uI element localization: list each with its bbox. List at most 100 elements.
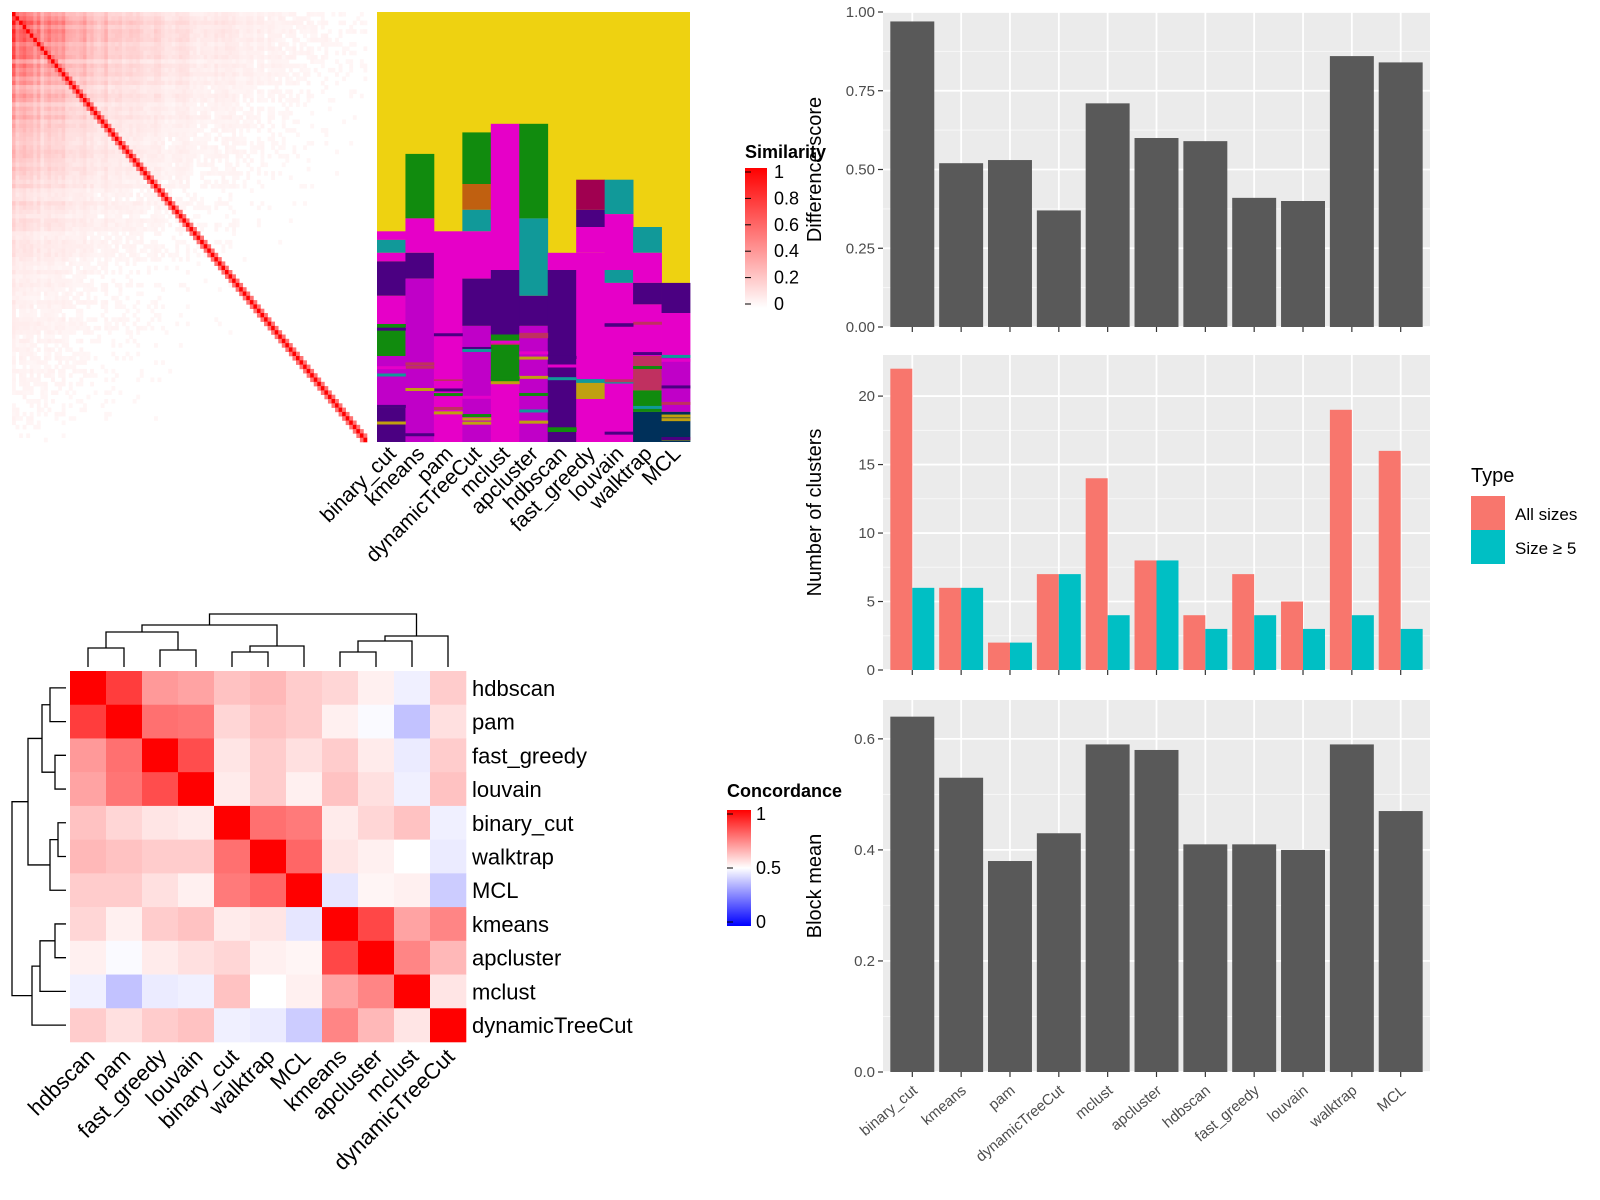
similarity-cell <box>51 399 55 404</box>
similarity-cell <box>345 420 350 426</box>
similarity-cell <box>58 24 62 30</box>
similarity-cell <box>242 16 247 21</box>
similarity-cell <box>40 55 45 60</box>
similarity-cell <box>54 244 59 249</box>
similarity-cell <box>93 12 98 17</box>
similarity-cell <box>207 244 212 249</box>
similarity-cell <box>249 98 254 103</box>
similarity-cell <box>29 368 34 374</box>
similarity-cell <box>125 115 130 120</box>
similarity-cell <box>143 244 148 249</box>
similarity-cell <box>72 123 77 129</box>
similarity-cell <box>249 85 254 90</box>
similarity-cell <box>86 222 91 228</box>
similarity-cell <box>68 76 73 82</box>
cluster-stripe <box>633 377 662 381</box>
similarity-cell <box>175 209 180 215</box>
similarity-cell <box>15 411 20 417</box>
similarity-cell <box>54 16 59 21</box>
similarity-cell <box>129 175 133 180</box>
similarity-cell <box>193 136 197 142</box>
similarity-cell <box>157 153 162 159</box>
similarity-cell <box>327 106 332 112</box>
similarity-cell <box>114 158 119 163</box>
similarity-cell <box>154 102 158 107</box>
similarity-cell <box>154 132 158 137</box>
similarity-cell <box>54 162 59 168</box>
similarity-cell <box>249 63 254 69</box>
similarity-cell <box>90 16 94 21</box>
similarity-cell <box>58 145 62 150</box>
similarity-cell <box>132 141 137 146</box>
similarity-cell <box>118 209 123 215</box>
similarity-cell <box>274 55 279 60</box>
similarity-cell <box>104 37 109 43</box>
similarity-cell <box>75 317 80 322</box>
similarity-cell <box>217 76 222 82</box>
similarity-cell <box>210 184 215 189</box>
similarity-cell <box>26 63 31 69</box>
similarity-cell <box>54 184 59 189</box>
similarity-cell <box>139 162 144 168</box>
similarity-cell <box>200 72 204 77</box>
similarity-cell <box>104 261 109 266</box>
similarity-cell <box>122 128 126 133</box>
similarity-cell <box>107 37 112 43</box>
similarity-cell <box>139 93 144 99</box>
similarity-cell <box>214 179 219 185</box>
similarity-cell <box>15 270 20 275</box>
similarity-cell <box>58 386 62 391</box>
similarity-cell <box>193 63 197 69</box>
similarity-cell <box>161 218 165 223</box>
similarity-cell <box>61 162 66 168</box>
similarity-cell <box>154 153 158 159</box>
similarity-cell <box>36 93 41 99</box>
similarity-cell <box>122 55 126 60</box>
similarity-cell <box>249 42 254 47</box>
similarity-cell <box>122 42 126 47</box>
similarity-cell <box>267 12 272 17</box>
similarity-cell <box>19 231 23 236</box>
similarity-cell <box>235 59 240 64</box>
similarity-cell <box>296 50 300 56</box>
similarity-cell <box>178 205 183 211</box>
similarity-cell <box>154 42 158 47</box>
similarity-cell <box>178 145 183 150</box>
similarity-cell <box>43 304 48 309</box>
similarity-cell <box>178 46 183 51</box>
similarity-cell <box>61 420 66 426</box>
similarity-cell <box>79 171 84 176</box>
similarity-cell <box>288 218 293 223</box>
similarity-cell <box>299 184 304 189</box>
similarity-cell <box>193 85 197 90</box>
similarity-cell <box>274 80 279 86</box>
similarity-cell <box>79 278 84 284</box>
similarity-cell <box>22 196 27 202</box>
similarity-cell <box>278 338 283 344</box>
similarity-cell <box>75 300 80 305</box>
similarity-cell <box>54 252 59 258</box>
similarity-cell <box>278 132 283 137</box>
similarity-cell <box>150 300 155 305</box>
similarity-cell <box>324 141 329 146</box>
similarity-cell <box>15 325 20 331</box>
similarity-cell <box>12 347 16 352</box>
similarity-cell <box>79 119 84 125</box>
similarity-cell <box>26 149 31 155</box>
similarity-cell <box>232 282 236 288</box>
similarity-cell <box>285 158 290 163</box>
similarity-cell <box>228 171 233 176</box>
similarity-cell <box>207 98 212 103</box>
similarity-cell <box>29 239 34 245</box>
similarity-cell <box>90 317 94 322</box>
similarity-cell <box>68 201 73 206</box>
similarity-cell <box>43 291 48 297</box>
similarity-cell <box>132 248 137 254</box>
similarity-cell <box>139 257 144 262</box>
similarity-cell <box>164 175 169 180</box>
similarity-cell <box>79 153 84 159</box>
similarity-cell <box>228 123 233 129</box>
similarity-cell <box>65 110 70 116</box>
similarity-cell <box>43 227 48 232</box>
similarity-cell <box>83 188 87 193</box>
